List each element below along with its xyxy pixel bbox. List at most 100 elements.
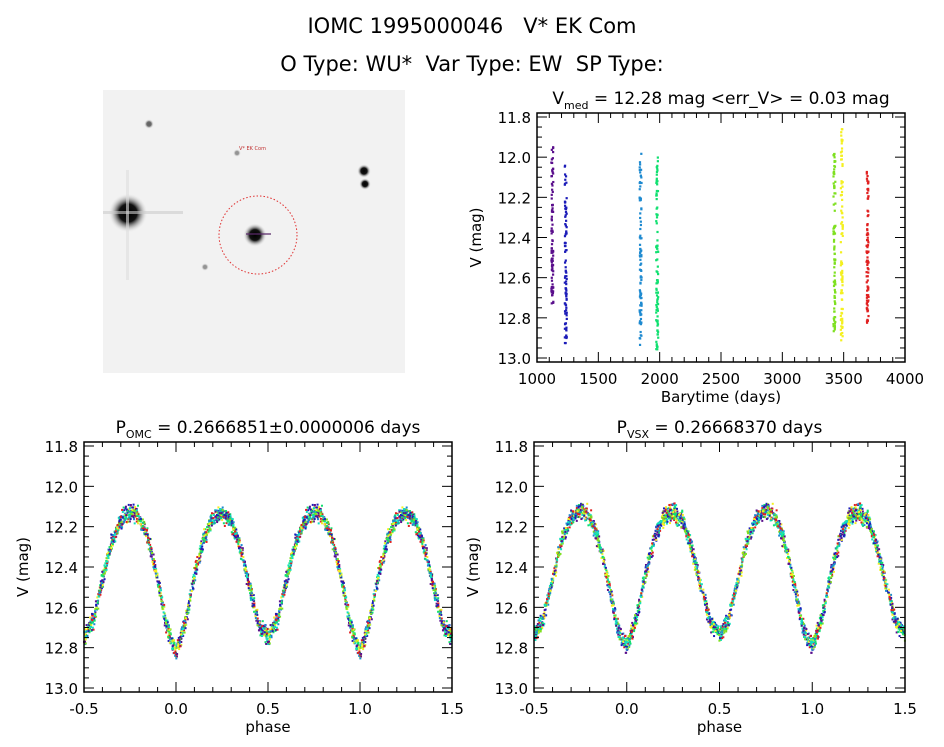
data-point: [550, 291, 553, 294]
data-point: [229, 516, 232, 519]
data-point: [248, 587, 251, 590]
data-point: [841, 227, 844, 230]
data-point: [102, 571, 105, 574]
data-point: [179, 631, 182, 634]
data-point: [168, 638, 171, 641]
data-point: [139, 517, 142, 520]
data-point: [786, 552, 789, 555]
data-point: [740, 561, 743, 564]
data-point: [840, 147, 844, 150]
data-point: [318, 506, 321, 509]
data-point: [99, 593, 102, 596]
data-point: [247, 587, 250, 590]
data-point: [639, 337, 642, 340]
data-point: [595, 529, 598, 532]
data-point: [284, 589, 287, 592]
data-point: [867, 241, 870, 244]
data-point: [249, 594, 252, 597]
data-point: [315, 509, 318, 512]
data-point: [694, 566, 697, 569]
data-point: [194, 572, 197, 575]
data-point: [841, 212, 844, 215]
data-point: [169, 632, 172, 635]
data-point: [639, 275, 642, 278]
data-point: [111, 535, 114, 538]
data-point: [327, 522, 330, 525]
data-point: [241, 547, 244, 550]
data-point: [198, 559, 201, 562]
data-point: [194, 560, 197, 563]
data-point: [119, 518, 122, 521]
data-point: [841, 284, 844, 287]
data-point: [114, 536, 117, 539]
data-point: [832, 325, 835, 328]
data-point: [536, 624, 539, 627]
data-point: [565, 306, 568, 309]
data-point: [171, 640, 174, 643]
data-point: [337, 561, 340, 564]
data-point: [262, 624, 265, 627]
data-point: [221, 508, 224, 511]
data-point: [370, 618, 373, 621]
data-point: [98, 591, 101, 594]
data-point: [840, 180, 843, 183]
data-point: [127, 520, 130, 523]
data-point: [821, 604, 824, 607]
data-point: [436, 594, 439, 597]
data-point: [840, 339, 843, 342]
data-point: [312, 516, 315, 519]
data-point: [367, 622, 370, 625]
data-point: [100, 584, 103, 587]
data-point: [185, 612, 188, 615]
data-point: [373, 589, 376, 592]
data-point: [552, 577, 555, 580]
data-point: [181, 631, 184, 634]
data-point: [163, 624, 166, 627]
data-point: [639, 334, 642, 337]
data-point: [157, 583, 160, 586]
data-point: [840, 261, 843, 265]
data-point: [414, 519, 417, 522]
data-point: [866, 286, 869, 289]
data-point: [629, 642, 632, 645]
data-point: [263, 627, 266, 630]
data-point: [341, 583, 344, 586]
data-point: [102, 579, 105, 582]
data-point: [213, 519, 216, 522]
data-point: [171, 639, 174, 642]
data-point: [183, 629, 186, 632]
data-point: [404, 512, 407, 515]
data-point: [128, 510, 131, 513]
data-point: [698, 581, 701, 584]
data-point: [303, 515, 306, 518]
data-point: [750, 536, 753, 539]
data-point: [212, 521, 215, 524]
data-point: [640, 152, 643, 155]
data-point: [638, 309, 641, 312]
data-point: [638, 181, 642, 184]
data-point: [197, 561, 200, 564]
data-point: [437, 606, 440, 609]
data-point: [170, 638, 173, 641]
data-point: [126, 517, 129, 520]
data-point: [865, 281, 868, 284]
chart-title: Vmed = 12.28 mag <err_V> = 0.03 mag: [552, 89, 889, 112]
data-point: [834, 290, 837, 294]
data-point: [102, 573, 105, 576]
data-point: [721, 624, 724, 627]
data-point: [391, 525, 394, 528]
data-point: [564, 207, 567, 210]
data-point: [209, 529, 212, 532]
data-point: [656, 247, 659, 250]
data-point: [283, 589, 286, 592]
data-point: [143, 533, 146, 536]
data-point: [888, 596, 891, 599]
data-point: [385, 549, 388, 552]
data-point: [874, 534, 877, 537]
data-point: [187, 607, 190, 610]
data-point: [552, 270, 555, 273]
data-point: [656, 183, 659, 186]
data-point: [269, 635, 272, 638]
data-point: [867, 233, 870, 236]
data-point: [290, 564, 293, 567]
